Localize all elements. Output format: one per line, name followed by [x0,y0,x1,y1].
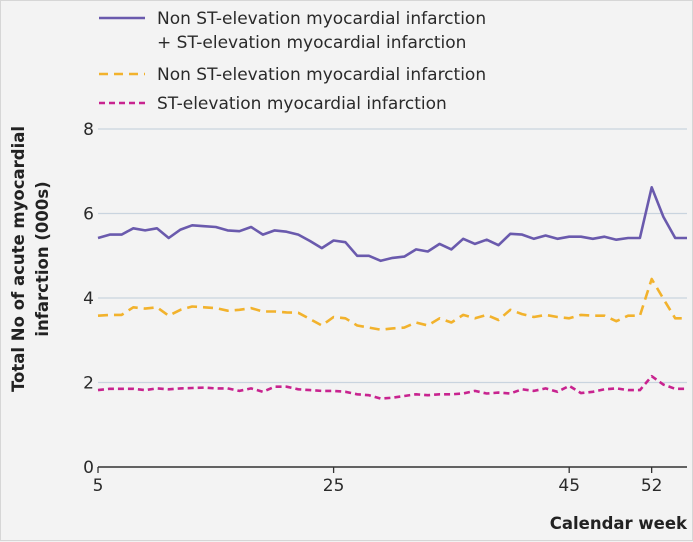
grid-layer [98,128,687,384]
legend-item-total: Non ST-elevation myocardial infarction +… [99,9,486,53]
axis-layer: 0 2 4 6 8 5 25 45 52 [83,120,687,496]
x-tick-label: 5 [93,476,104,496]
legend-item-stemi: ST-elevation myocardial infarction [99,94,447,114]
legend-label-total-line1: Non ST-elevation myocardial infarction [157,9,486,29]
x-tick-label: 45 [558,476,580,496]
legend-label-nstemi: Non ST-elevation myocardial infarction [157,65,486,85]
x-tick-label: 25 [323,476,345,496]
series-layer [97,186,687,400]
y-axis-title-line2: infarction (000s) [33,181,52,336]
legend: Non ST-elevation myocardial infarction +… [99,9,486,114]
legend-label-stemi: ST-elevation myocardial infarction [157,94,447,114]
y-tick-label: 2 [83,374,94,394]
y-tick-label: 6 [83,205,94,225]
y-tick-label: 4 [83,289,94,309]
y-axis-title-line1: Total No of acute myocardial [9,126,28,392]
legend-label-total-line2: + ST-elevation myocardial infarction [157,33,466,53]
series-line-nstemi [97,277,687,332]
y-tick-label: 0 [83,458,94,478]
y-tick-label: 8 [83,120,94,140]
x-axis-title: Calendar week [550,514,688,533]
series-line-total [97,186,687,263]
x-tick-label: 52 [641,476,663,496]
legend-item-nstemi: Non ST-elevation myocardial infarction [99,65,486,85]
series-line-stemi [97,374,687,400]
